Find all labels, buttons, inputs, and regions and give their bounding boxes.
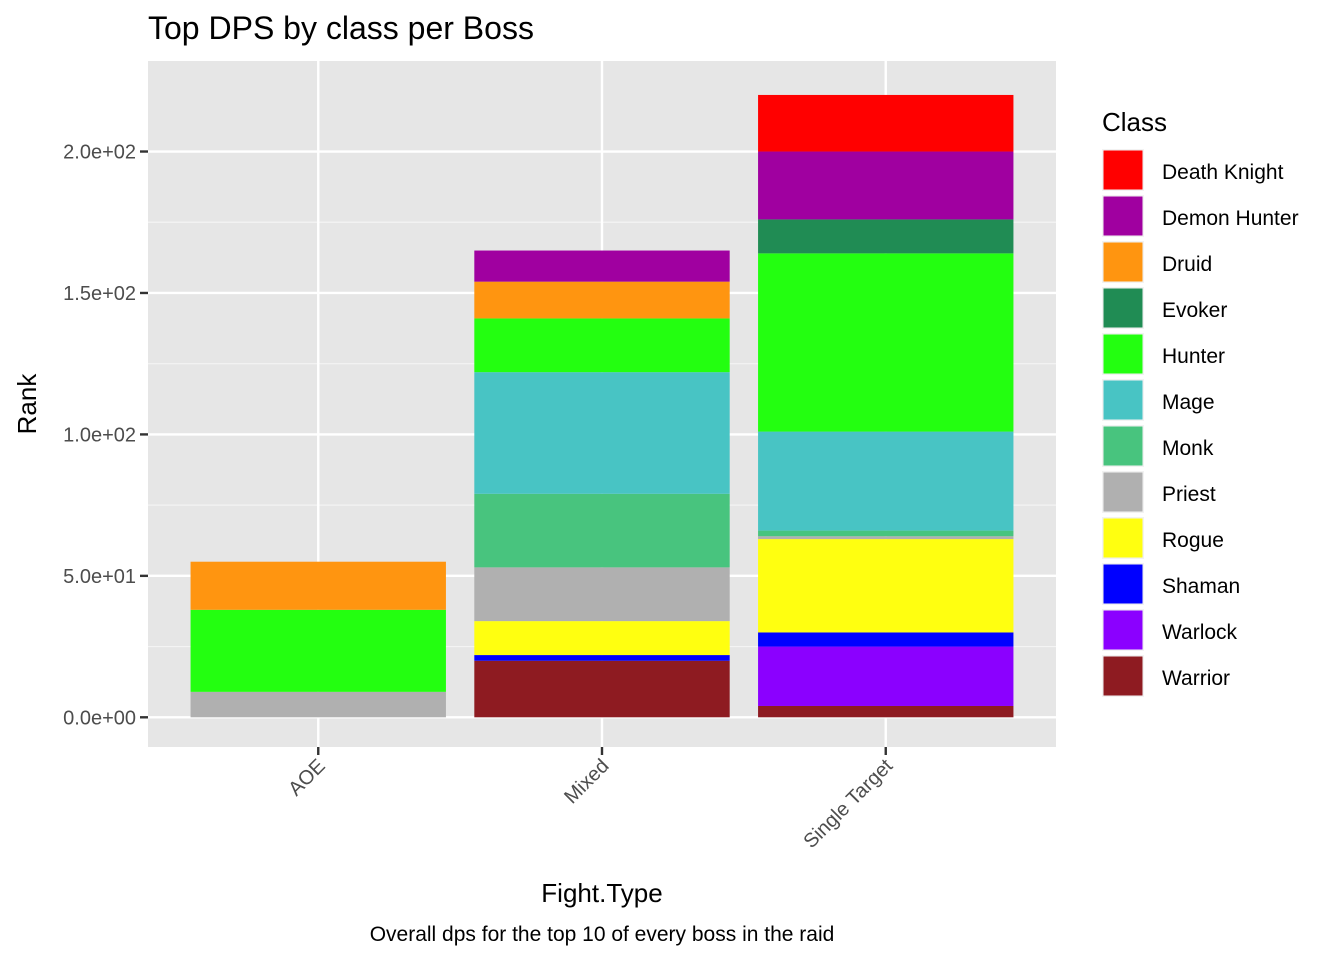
- x-axis-title: Fight.Type: [541, 878, 662, 908]
- y-axis: 0.0e+00 5.0e+01 1.0e+02 1.5e+02 2.0e+02: [63, 142, 148, 729]
- legend-label: Shaman: [1162, 575, 1240, 598]
- legend-key: [1103, 656, 1143, 696]
- legend-label: Priest: [1162, 483, 1216, 506]
- legend-label: Monk: [1162, 437, 1214, 460]
- bar-segment: [474, 567, 730, 622]
- legend-label: Hunter: [1162, 345, 1225, 368]
- bar-segment: [758, 530, 1014, 537]
- bar-segment: [474, 621, 730, 656]
- legend-key: [1103, 426, 1143, 466]
- bar-segment: [474, 655, 730, 661]
- y-axis-title: Rank: [12, 373, 42, 435]
- bar-segment: [474, 372, 730, 494]
- legend-label: Death Knight: [1162, 161, 1284, 184]
- bars: [190, 94, 1014, 718]
- legend-key: [1103, 196, 1143, 236]
- legend-title: Class: [1102, 107, 1167, 137]
- bar-segment: [758, 705, 1014, 718]
- bar-segment: [758, 632, 1014, 647]
- bar-segment: [758, 539, 1014, 633]
- bar-segment: [474, 250, 730, 282]
- bar-segment: [190, 691, 446, 718]
- bar-segment: [758, 94, 1014, 152]
- legend-key: [1103, 472, 1143, 512]
- chart-caption: Overall dps for the top 10 of every boss…: [370, 923, 835, 946]
- chart-title: Top DPS by class per Boss: [148, 10, 534, 46]
- legend-label: Warlock: [1162, 621, 1238, 644]
- x-tick-label: Mixed: [560, 755, 613, 808]
- y-tick-label: 1.0e+02: [63, 424, 136, 446]
- bar-segment: [758, 151, 1014, 220]
- legend-key: [1103, 564, 1143, 604]
- legend-label: Demon Hunter: [1162, 207, 1299, 230]
- legend-key: [1103, 288, 1143, 328]
- bar-segment: [758, 253, 1014, 432]
- bar-segment: [474, 318, 730, 373]
- y-tick-label: 2.0e+02: [63, 142, 136, 164]
- y-tick-label: 5.0e+01: [63, 566, 136, 588]
- legend-key: [1103, 242, 1143, 282]
- legend-label: Druid: [1162, 253, 1212, 276]
- bar-segment: [758, 431, 1014, 531]
- bar-segment: [190, 609, 446, 692]
- legend-label: Warrior: [1162, 667, 1230, 690]
- x-axis: AOE Mixed Single Target: [284, 747, 898, 853]
- legend-key: [1103, 610, 1143, 650]
- legend: Death Knight Demon Hunter Druid Evoker Hunte…: [1102, 149, 1299, 697]
- legend-key: [1103, 334, 1143, 374]
- legend-label: Rogue: [1162, 529, 1224, 552]
- legend-label: Mage: [1162, 391, 1215, 414]
- y-tick-label: 0.0e+00: [63, 707, 136, 729]
- bar-segment: [474, 660, 730, 718]
- legend-key: [1103, 150, 1143, 190]
- legend-key: [1103, 380, 1143, 420]
- legend-label: Evoker: [1162, 299, 1227, 322]
- bar-segment: [758, 219, 1014, 254]
- x-tick-label: AOE: [284, 755, 329, 800]
- y-tick-label: 1.5e+02: [63, 283, 136, 305]
- bar-segment: [758, 646, 1014, 706]
- bar-segment: [474, 281, 730, 319]
- bar-segment: [474, 493, 730, 568]
- bar-segment: [758, 536, 1014, 540]
- legend-key: [1103, 518, 1143, 558]
- bar-segment: [190, 561, 446, 610]
- x-tick-label: Single Target: [799, 755, 897, 853]
